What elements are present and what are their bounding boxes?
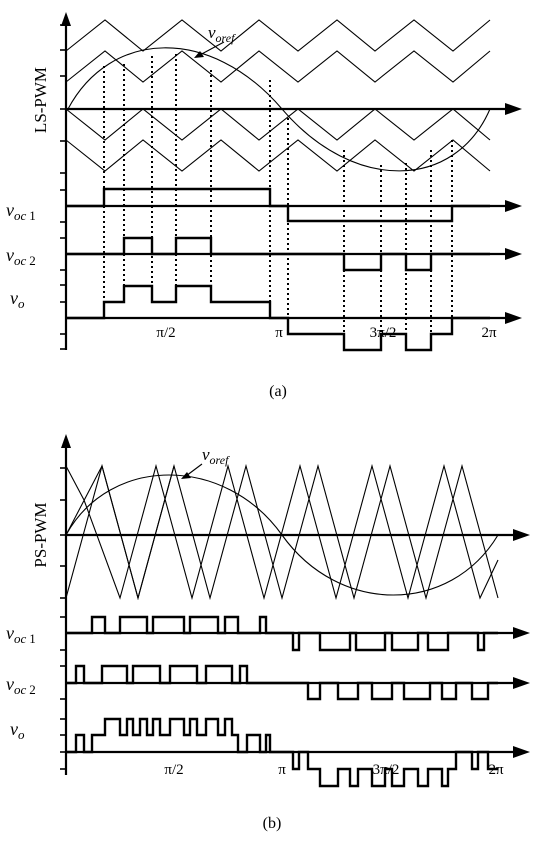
a-intersection-guides <box>103 54 453 350</box>
b-label-voc2: voc 2 <box>6 674 36 697</box>
b-voc2-waveform <box>66 664 498 701</box>
svg-text:voref: voref <box>208 23 236 45</box>
b-carrier-2 <box>65 463 499 601</box>
b-voc1-waveform <box>66 615 498 652</box>
a-tick-pi-half: π/2 <box>156 325 175 341</box>
b-carrier-3 <box>65 463 175 601</box>
b-time-arrow-1 <box>513 529 530 541</box>
b-voc1-arrow <box>513 627 530 639</box>
b-tick-pi-half: π/2 <box>164 762 183 778</box>
a-tick-2pi: 2π <box>481 325 497 341</box>
a-ylabel: LS-PWM <box>31 67 50 133</box>
a-carrier-1 <box>65 19 491 52</box>
b-tick-3pi-half: 3π/2 <box>373 762 400 778</box>
panel-a: LS-PWM voref voc 1 voc 2 vo π/2 π 3π/2 2π … <box>6 12 522 400</box>
b-vo-waveform <box>66 717 498 788</box>
a-label-voc2: voc 2 <box>6 245 36 268</box>
b-reference-label: voref <box>181 445 230 479</box>
a-label-vo: vo <box>10 288 25 311</box>
svg-text:voref: voref <box>202 445 230 467</box>
b-tick-pi: π <box>278 762 286 778</box>
a-vo-arrow <box>505 312 522 324</box>
a-vo-waveform <box>66 284 490 352</box>
a-voc2-waveform <box>66 236 490 272</box>
b-caption: (b) <box>263 815 282 832</box>
b-vo-arrow <box>513 746 530 758</box>
a-time-arrow-1 <box>505 103 522 115</box>
a-carrier-4 <box>65 139 491 172</box>
a-y-ticks <box>60 24 66 350</box>
b-tick-2pi: 2π <box>488 762 504 778</box>
a-tick-pi: π <box>275 325 283 341</box>
b-voc2-arrow <box>513 677 530 689</box>
a-carrier-2 <box>65 50 491 83</box>
b-y-axis-arrow <box>61 434 71 448</box>
a-tick-3pi-half: 3π/2 <box>370 325 397 341</box>
b-y-ticks <box>60 467 66 770</box>
panel-b: PS-PWM voref voc 1 voc 2 vo π/2 π 3π/2 2π … <box>6 434 530 832</box>
b-label-vo: vo <box>10 719 25 742</box>
a-y-axis-arrow <box>61 12 71 26</box>
a-carrier-3 <box>65 108 491 141</box>
a-reference-label: voref <box>194 23 236 58</box>
a-label-voc1: voc 1 <box>6 200 36 223</box>
a-caption: (a) <box>269 383 287 400</box>
a-voc1-arrow <box>505 200 522 212</box>
b-ylabel: PS-PWM <box>31 502 50 567</box>
a-voc2-arrow <box>505 248 522 260</box>
b-label-voc1: voc 1 <box>6 623 36 646</box>
